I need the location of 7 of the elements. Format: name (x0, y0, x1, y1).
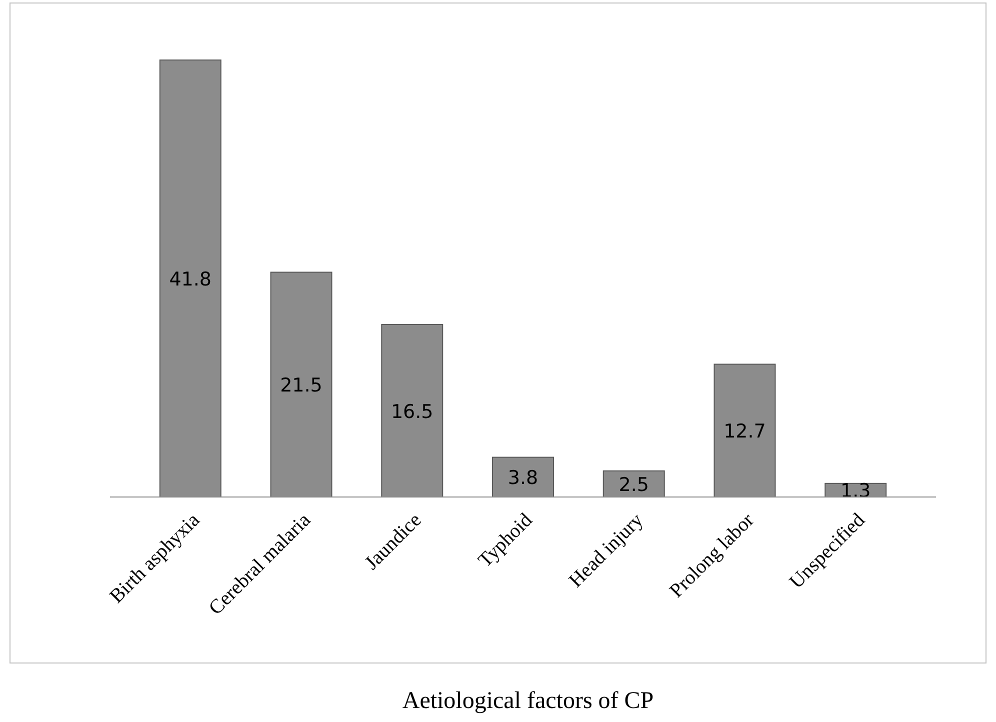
data-label: 3.8 (508, 467, 538, 490)
data-label: 41.8 (169, 268, 212, 290)
data-label: 16.5 (390, 400, 434, 423)
data-label: 12.7 (724, 420, 766, 443)
data-label: 21.5 (280, 374, 322, 397)
data-label: 2.5 (618, 474, 649, 496)
x-axis-title: Aetiological factors of CP (402, 688, 654, 714)
